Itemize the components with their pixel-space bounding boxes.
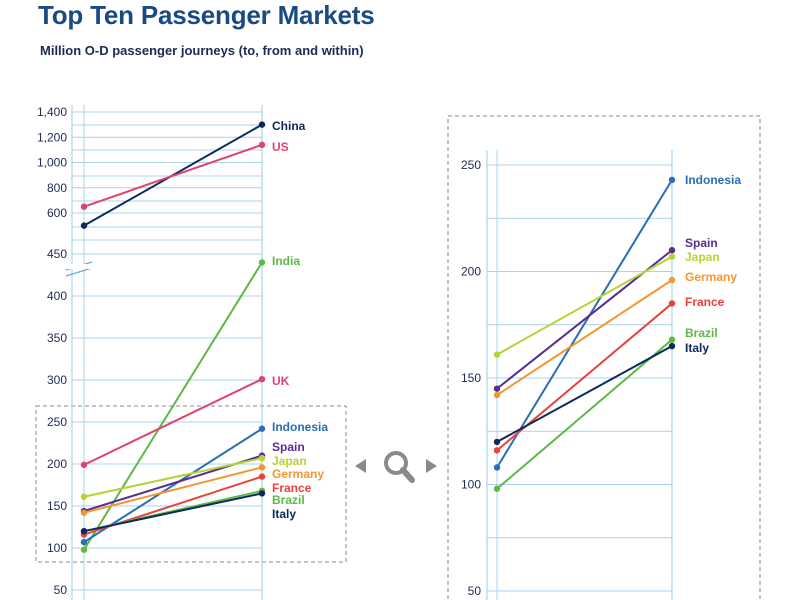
point-italy-start [80,528,88,535]
point-spain-start [493,385,501,392]
y-tick-label: 250 [461,158,481,172]
y-tick-label: 1,400 [37,105,67,119]
y-tick-label: 50 [468,584,482,598]
y-tick-label: 300 [47,373,67,387]
series-label-japan: Japan [272,454,307,468]
series-label-indonesia: Indonesia [685,173,741,187]
point-italy-end [258,490,266,497]
series-label-spain: Spain [272,440,305,454]
series-label-germany: Germany [272,467,324,481]
left-series: China US India UK Indonesia SpainJapanGermany… [80,119,328,553]
series-line-japan [496,255,673,356]
point-france-end [668,300,676,307]
series-label-germany: Germany [685,270,737,284]
y-tick-label: 1,200 [37,130,67,144]
y-tick-label: 150 [461,371,481,385]
arrow-left-icon [355,459,366,473]
zoom-region-left [35,405,347,563]
series-label-us: US [272,140,289,154]
series-label-italy: Italy [685,341,709,355]
series-label-italy: Italy [272,507,296,521]
left-grid: 1,400 1,200 1,000 800 600 450 400 350 300 250 200 1… [37,105,263,600]
point-indonesia-end [258,425,266,432]
point-spain-end [668,247,676,254]
y-tick-label: 200 [461,265,481,279]
series-line-germany [496,279,673,396]
series-label-brazil: Brazil [272,493,305,507]
point-india-start [80,546,88,553]
point-italy-end [668,342,676,350]
series-label-japan: Japan [685,250,720,264]
point-germany-start [80,509,88,516]
y-tick-label: 100 [461,478,481,492]
y-tick-label: 250 [47,415,67,429]
point-japan-end [258,454,266,462]
series-label-china: China [272,119,306,133]
series-line-us [83,143,263,208]
point-france-start [493,447,501,454]
series-label-brazil: Brazil [685,326,718,340]
chart-title: Top Ten Passenger Markets [38,0,375,30]
arrow-right-icon [426,459,437,473]
series-label-indonesia: Indonesia [272,420,328,434]
y-tick-label: 100 [47,541,67,555]
y-tick-label: 800 [47,181,67,195]
y-tick-label: 200 [47,457,67,471]
y-tick-label: 1,000 [37,156,67,170]
series-line-japan [83,457,263,498]
series-line-indonesia [496,179,673,468]
point-us-end [258,141,266,149]
point-china-end [258,121,266,128]
point-uk-end [258,375,266,383]
point-brazil-end [668,336,676,343]
series-label-france: France [685,295,725,309]
chart-subtitle: Million O-D passenger journeys (to, from… [40,43,364,58]
point-italy-start [493,438,501,446]
zoom-region-right [447,115,761,600]
y-tick-label: 400 [47,289,67,303]
point-france-end [258,473,266,480]
point-china-start [80,222,88,229]
series-line-indonesia [83,427,263,543]
series-line-italy [83,492,263,533]
y-tick-label: 600 [47,206,67,220]
point-indonesia-end [668,176,676,184]
point-japan-start [80,493,88,500]
point-japan-start [493,351,501,358]
point-japan-end [668,253,676,260]
zoom-magnifier-icon [355,451,437,483]
y-tick-label: 50 [54,583,68,597]
point-indonesia-start [80,538,88,546]
point-indonesia-start [493,464,501,471]
point-us-start [80,203,88,210]
series-label-uk: UK [272,374,290,388]
axis-break-mark [65,267,93,277]
series-line-italy [496,345,673,443]
series-label-france: France [272,481,312,495]
series-label-spain: Spain [685,236,718,250]
axis-break-gap [60,264,100,269]
series-label-india: India [272,254,300,268]
right-grid: 250 200 150 100 50 [461,150,673,600]
series-line-germany [83,466,263,514]
y-tick-label: 350 [47,331,67,345]
y-tick-label: 450 [47,247,67,261]
point-brazil-start [493,485,501,492]
point-germany-end [258,464,266,471]
point-india-end [258,259,266,266]
point-uk-start [80,461,88,469]
point-germany-end [668,276,676,284]
point-germany-start [493,391,501,399]
y-tick-label: 150 [47,499,67,513]
series-line-uk [83,378,263,466]
series-line-brazil [496,338,673,490]
